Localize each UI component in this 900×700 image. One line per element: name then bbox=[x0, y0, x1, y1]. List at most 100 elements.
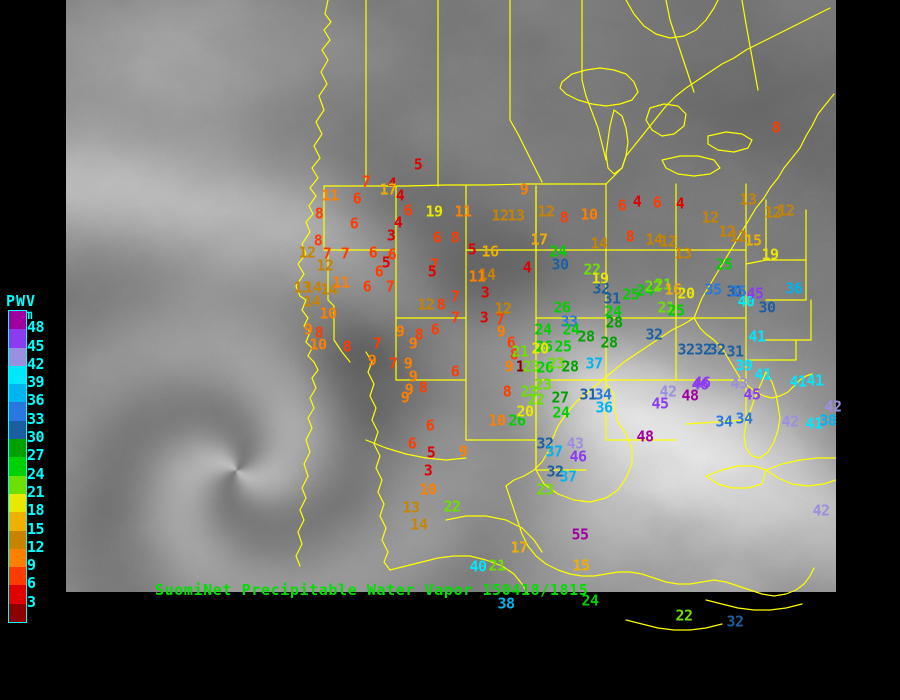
station-pwv-value: 11 bbox=[454, 202, 472, 221]
station-pwv-value: 24 bbox=[636, 281, 654, 300]
station-pwv-value: 17 bbox=[379, 180, 397, 199]
station-pwv-value: 24 bbox=[549, 242, 567, 261]
station-pwv-value: 8 bbox=[625, 227, 635, 246]
station-pwv-value: 14 bbox=[320, 280, 338, 299]
station-pwv-value: 5 bbox=[426, 443, 436, 462]
colorbar-tick-48: 48 bbox=[27, 318, 45, 337]
station-pwv-value: 14 bbox=[645, 230, 663, 249]
station-pwv-value: 32 bbox=[677, 340, 695, 359]
station-pwv-value: 12 bbox=[659, 232, 677, 251]
station-pwv-value: 12 bbox=[491, 206, 509, 225]
station-pwv-value: 12 bbox=[777, 201, 795, 220]
colorbar-tick-42: 42 bbox=[27, 354, 45, 373]
station-pwv-value: 25 bbox=[715, 255, 733, 274]
colorbar-tick-labels: 48 45 42 39 36 33 30 27 24 21 18 15 12 9 6 3 bbox=[27, 310, 65, 621]
station-pwv-value: 16 bbox=[481, 242, 499, 261]
colorbar-tick-9: 9 bbox=[27, 556, 36, 575]
station-pwv-value: 45 bbox=[746, 284, 764, 303]
station-pwv-value: 6 bbox=[425, 416, 435, 435]
station-pwv-value: 34 bbox=[735, 409, 753, 428]
station-pwv-value: 9 bbox=[408, 334, 418, 353]
station-pwv-value: 1 bbox=[515, 357, 525, 376]
station-pwv-value: 17 bbox=[530, 230, 548, 249]
station-pwv-value: 12 bbox=[718, 222, 736, 241]
station-pwv-value: 45 bbox=[651, 394, 669, 413]
colorbar-swatch-24 bbox=[9, 457, 26, 476]
station-pwv-value: 6 bbox=[617, 196, 627, 215]
station-pwv-value: 9 bbox=[404, 380, 414, 399]
station-pwv-value: 43 bbox=[730, 374, 748, 393]
station-pwv-value: 5 bbox=[413, 155, 423, 174]
station-pwv-value: 23 bbox=[536, 480, 554, 499]
colorbar-swatch-0 bbox=[9, 603, 26, 623]
station-pwv-value: 4 bbox=[675, 194, 685, 213]
station-pwv-value: 12 bbox=[494, 299, 512, 318]
station-pwv-value: 9 bbox=[403, 354, 413, 373]
station-pwv-value: 31 bbox=[579, 385, 597, 404]
colorbar-swatch-39 bbox=[9, 365, 26, 385]
station-pwv-value: 5 bbox=[381, 253, 391, 272]
colorbar-swatch-3 bbox=[9, 585, 26, 604]
station-pwv-value: 11 bbox=[468, 267, 486, 286]
station-pwv-value: 9 bbox=[458, 442, 468, 461]
colorbar-swatch-12 bbox=[9, 530, 26, 549]
colorbar-swatch-18 bbox=[9, 493, 26, 513]
station-pwv-value: 39 bbox=[735, 356, 753, 375]
colorbar-tick-18: 18 bbox=[27, 501, 45, 520]
station-pwv-value: 3 bbox=[479, 308, 489, 327]
station-pwv-value: 6 bbox=[430, 320, 440, 339]
station-pwv-value: 38 bbox=[819, 411, 837, 430]
colorbar-tick-39: 39 bbox=[27, 373, 45, 392]
station-pwv-value: 43 bbox=[566, 434, 584, 453]
station-pwv-value: 8 bbox=[450, 228, 460, 247]
station-pwv-value: 33 bbox=[560, 312, 578, 331]
station-pwv-value: 7 bbox=[450, 287, 460, 306]
colorbar-swatch-9 bbox=[9, 548, 26, 568]
station-pwv-value: 48 bbox=[636, 427, 654, 446]
station-pwv-value: 23 bbox=[534, 375, 552, 394]
station-pwv-value: 35 bbox=[704, 280, 722, 299]
station-pwv-value: 9 bbox=[400, 388, 410, 407]
station-pwv-value: 10 bbox=[580, 205, 598, 224]
station-pwv-value: 23 bbox=[520, 382, 538, 401]
station-pwv-value: 22 bbox=[443, 497, 461, 516]
station-pwv-value: 9 bbox=[408, 367, 418, 386]
station-pwv-value: 41 bbox=[748, 327, 766, 346]
station-pwv-value: 9 bbox=[496, 322, 506, 341]
station-pwv-value: 26 bbox=[508, 411, 526, 430]
station-pwv-value: 13 bbox=[293, 278, 311, 297]
station-pwv-value: 34 bbox=[715, 412, 733, 431]
station-pwv-value: 4 bbox=[395, 186, 405, 205]
station-pwv-value: 20 bbox=[531, 339, 549, 358]
station-pwv-value: 22 bbox=[675, 606, 693, 625]
colorbar-swatch-33 bbox=[9, 402, 26, 421]
station-pwv-value: 46 bbox=[569, 447, 587, 466]
station-pwv-value: 4 bbox=[632, 192, 642, 211]
colorbar-swatch-6 bbox=[9, 567, 26, 586]
station-pwv-value: 10 bbox=[319, 304, 337, 323]
colorbar-tick-24: 24 bbox=[27, 464, 45, 483]
station-pwv-value: 9 bbox=[395, 322, 405, 341]
station-pwv-value: 22 bbox=[644, 277, 662, 296]
station-pwv-value: 28 bbox=[600, 333, 618, 352]
colorbar-title: PWV bbox=[6, 292, 37, 310]
station-pwv-value: 4 bbox=[393, 213, 403, 232]
station-pwv-value: 14 bbox=[410, 515, 428, 534]
station-pwv-value: 11 bbox=[321, 186, 339, 205]
station-pwv-value: 6 bbox=[432, 228, 442, 247]
station-pwv-value: 13 bbox=[402, 498, 420, 517]
station-pwv-value: 40 bbox=[469, 557, 487, 576]
station-pwv-value: 7 bbox=[450, 308, 460, 327]
station-pwv-value: 3 bbox=[386, 226, 396, 245]
colorbar-swatch-27 bbox=[9, 439, 26, 458]
colorbar-swatch-36 bbox=[9, 384, 26, 403]
station-pwv-value: 6 bbox=[403, 201, 413, 220]
station-pwv-value: 19 bbox=[425, 202, 443, 221]
station-pwv-value: 8 bbox=[418, 378, 428, 397]
station-pwv-value: 6 bbox=[506, 333, 516, 352]
station-pwv-value: 32 bbox=[694, 340, 712, 359]
colorbar-tick-36: 36 bbox=[27, 391, 45, 410]
station-pwv-value: 9 bbox=[303, 320, 313, 339]
